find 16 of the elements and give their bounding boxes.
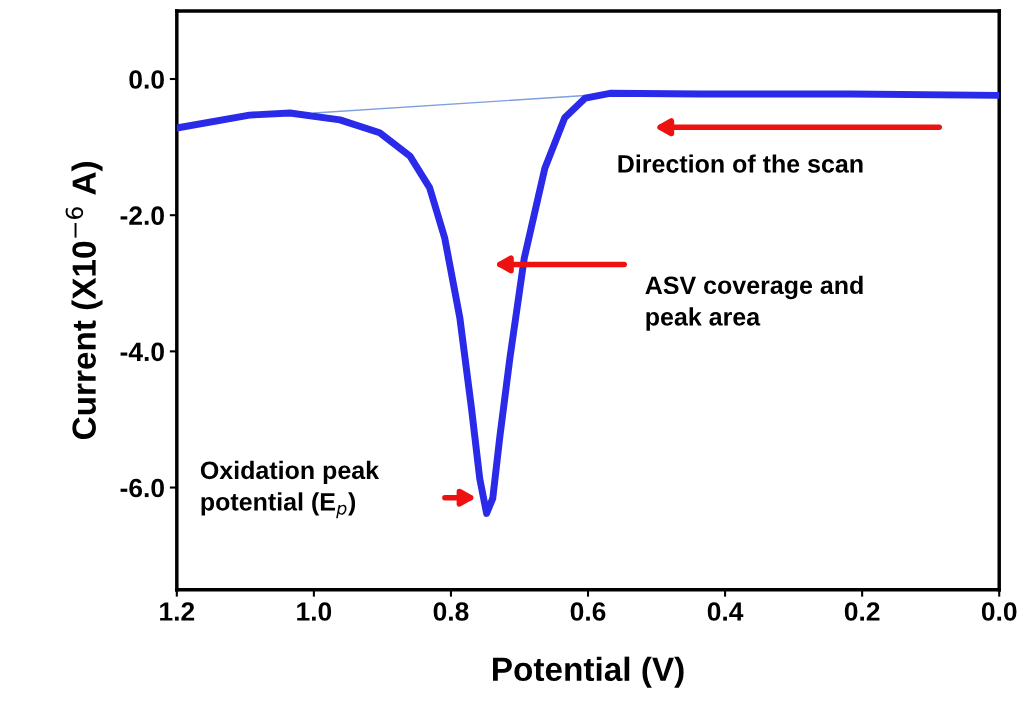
x-tick-label: 0.6 (570, 602, 606, 621)
y-tick-label: -6.0 (120, 478, 164, 498)
x-tick-label: 1.2 (160, 602, 195, 621)
annotation: Direction of the scan (618, 154, 863, 173)
y-tick-label: -2.0 (120, 206, 164, 226)
x-tick-label: 1.0 (297, 602, 332, 621)
annotation: Oxidation peak potential (E$_{p}$) (200, 460, 380, 519)
annotation: ASV coverage and peak area (645, 275, 863, 331)
y-tick-label: -4.0 (120, 342, 164, 362)
x-axis-title: Potential (V) (493, 656, 684, 688)
x-tick-label: 0.0 (981, 602, 1017, 621)
x-tick-label: 0.8 (433, 602, 469, 621)
x-tick-label: 0.2 (844, 602, 880, 621)
y-tick-label: 0.0 (129, 70, 164, 89)
x-tick-label: 0.4 (707, 602, 744, 621)
y-axis-title: Current (X10$^{−6}$ A) (65, 162, 103, 440)
